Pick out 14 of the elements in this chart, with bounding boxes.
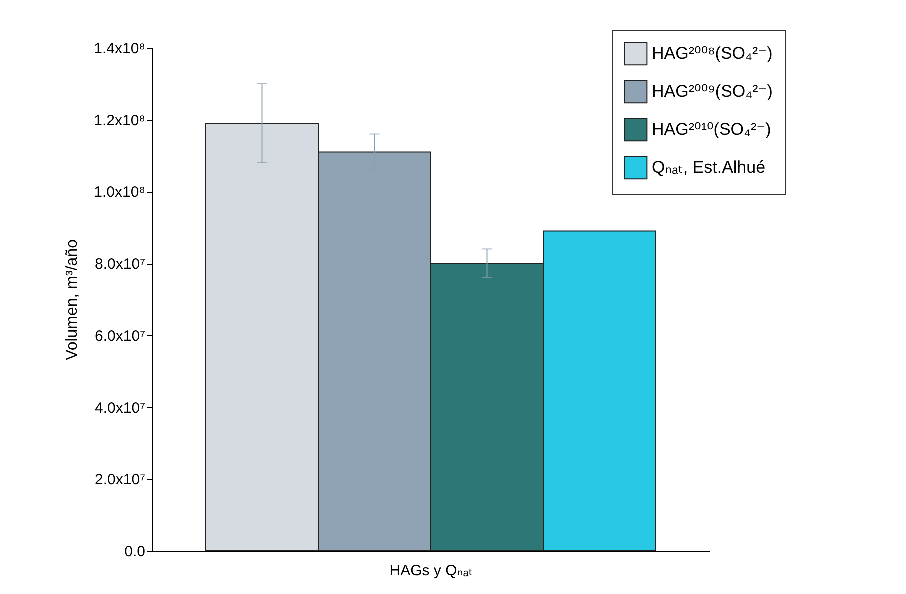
legend-label: HAG²⁰¹⁰(SO₄²⁻) (652, 120, 772, 139)
y-axis-title: Volumen, m³/año (64, 239, 82, 360)
y-tick-label: 4.0x10⁷ (95, 400, 146, 417)
x-axis-title: HAGs y Qₙₐₜ (390, 562, 474, 580)
legend-label: HAG²⁰⁰⁸(SO₄²⁻) (652, 44, 773, 63)
y-tick-label: 1.0x10⁸ (94, 184, 146, 202)
y-tick-label: 1.4x10⁸ (94, 40, 146, 58)
y-tick-label: 2.0x10⁷ (95, 472, 146, 489)
y-tick-label: 1.2x10⁸ (94, 112, 146, 130)
legend-label: HAG²⁰⁰⁹(SO₄²⁻) (652, 82, 773, 101)
y-tick-label: 8.0x10⁷ (95, 256, 146, 274)
y-tick-label: 0.0 (124, 544, 146, 560)
legend-label: Qₙₐₜ, Est.Alhué (652, 158, 766, 177)
y-tick-label: 6.0x10⁷ (95, 328, 146, 345)
